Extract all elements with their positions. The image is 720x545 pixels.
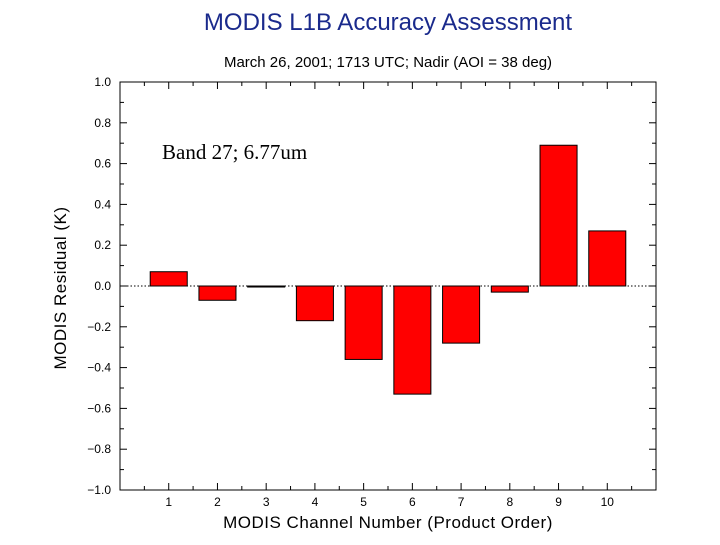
y-tick-label: 0.2	[94, 238, 111, 252]
y-tick-label: −0.6	[87, 401, 111, 415]
y-tick-label: 0.8	[94, 116, 111, 130]
y-tick-label: −1.0	[87, 483, 111, 497]
x-tick-label: 3	[263, 495, 270, 509]
band-annotation: Band 27; 6.77um	[162, 140, 307, 164]
x-tick-label: 9	[555, 495, 562, 509]
chart-subtitle: March 26, 2001; 1713 UTC; Nadir (AOI = 3…	[224, 54, 552, 71]
bar-channel-5	[344, 285, 383, 360]
y-tick-label: 0.0	[94, 279, 111, 293]
bar-channel-7	[442, 285, 481, 344]
bar-channel-4	[295, 285, 334, 322]
x-tick-label: 7	[458, 495, 465, 509]
y-tick-label: −0.2	[87, 320, 111, 334]
y-tick-label: 1.0	[94, 75, 111, 89]
x-axis-label: MODIS Channel Number (Product Order)	[223, 513, 553, 532]
x-tick-label: 10	[601, 495, 615, 509]
y-tick-label: −0.8	[87, 442, 111, 456]
x-tick-label: 6	[409, 495, 416, 509]
bar-channel-1	[149, 271, 188, 287]
x-tick-label: 4	[312, 495, 319, 509]
plot-area: −1.0 −0.8 −0.6 −0.4 −0.2 0.0 0.2 0.4 0.6 0.8 1.0 1 2…	[87, 75, 657, 509]
y-tick-label: −0.4	[87, 361, 111, 375]
x-tick-label: 2	[214, 495, 221, 509]
bar-channel-3	[247, 285, 286, 288]
bar-channel-8	[490, 285, 529, 293]
bar-channel-9	[539, 144, 578, 287]
bar-channel-2	[198, 285, 237, 301]
x-tick-label: 8	[506, 495, 513, 509]
y-tick-label: 0.6	[94, 157, 111, 171]
y-axis-label: MODIS Residual (K)	[51, 207, 70, 370]
y-tick-label: 0.4	[94, 197, 111, 211]
chart-title: MODIS L1B Accuracy Assessment	[204, 9, 572, 36]
bar-channel-6	[393, 285, 432, 395]
bar-channel-10	[588, 230, 627, 287]
x-tick-label: 1	[165, 495, 172, 509]
x-tick-label: 5	[360, 495, 367, 509]
